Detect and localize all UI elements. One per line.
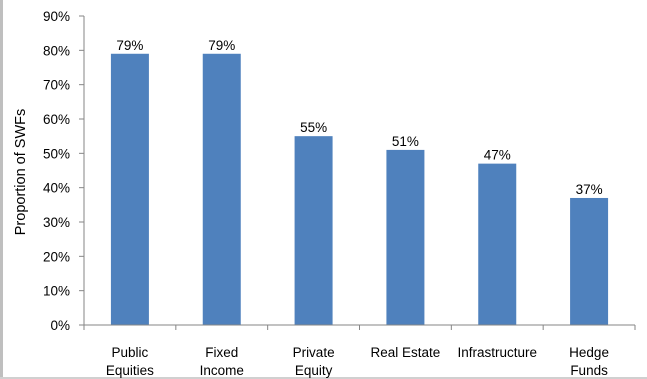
category-label: Hedge Funds bbox=[569, 345, 609, 378]
category-label: Real Estate bbox=[371, 345, 441, 360]
data-label: 51% bbox=[392, 134, 419, 149]
bar bbox=[478, 163, 517, 325]
category-label: Fixed Income bbox=[200, 345, 244, 378]
bar bbox=[570, 197, 609, 325]
y-tick-label: 60% bbox=[43, 112, 70, 127]
data-label: 79% bbox=[116, 38, 143, 53]
y-tick-label: 0% bbox=[50, 318, 70, 333]
y-axis-ticks: 0% 10% 20% 30% 40% 50% 60% 70% 80% 90% bbox=[43, 9, 636, 333]
category-labels: Public Equities Fixed Income Private Equity Re… bbox=[106, 345, 609, 378]
category-label: Infrastructure bbox=[457, 345, 537, 360]
category-label-line: Equities bbox=[106, 363, 154, 378]
y-tick-label: 70% bbox=[43, 78, 70, 93]
frame-left-edge bbox=[0, 0, 3, 379]
category-label: Public Equities bbox=[106, 345, 154, 378]
category-label-line: Infrastructure bbox=[457, 345, 537, 360]
y-axis-title: Proportion of SWFs bbox=[13, 109, 29, 236]
category-label-line: Real Estate bbox=[371, 345, 441, 360]
y-tick-label: 40% bbox=[43, 181, 70, 196]
bar bbox=[294, 136, 333, 325]
y-tick-label: 10% bbox=[43, 284, 70, 299]
y-tick-label: 50% bbox=[43, 146, 70, 161]
bars bbox=[110, 53, 609, 326]
data-labels: 79% 79% 55% 51% 47% 37% bbox=[116, 38, 602, 197]
y-tick-label: 80% bbox=[43, 43, 70, 58]
category-label-line: Fixed bbox=[205, 345, 238, 360]
data-label: 37% bbox=[576, 182, 603, 197]
category-label-line: Equity bbox=[295, 363, 333, 378]
frame-bottom-edge bbox=[0, 377, 647, 379]
category-label-line: Hedge bbox=[569, 345, 609, 360]
category-label-line: Funds bbox=[570, 363, 608, 378]
category-label: Private Equity bbox=[293, 345, 335, 378]
bar bbox=[386, 149, 425, 325]
y-tick-label: 20% bbox=[43, 249, 70, 264]
category-label-line: Private bbox=[293, 345, 335, 360]
bar bbox=[110, 53, 149, 326]
data-label: 55% bbox=[300, 120, 327, 135]
y-tick-label: 90% bbox=[43, 9, 70, 24]
category-label-line: Income bbox=[200, 363, 244, 378]
bar bbox=[202, 53, 241, 326]
data-label: 79% bbox=[208, 38, 235, 53]
data-label: 47% bbox=[484, 148, 511, 163]
category-label-line: Public bbox=[112, 345, 149, 360]
y-tick-label: 30% bbox=[43, 215, 70, 230]
